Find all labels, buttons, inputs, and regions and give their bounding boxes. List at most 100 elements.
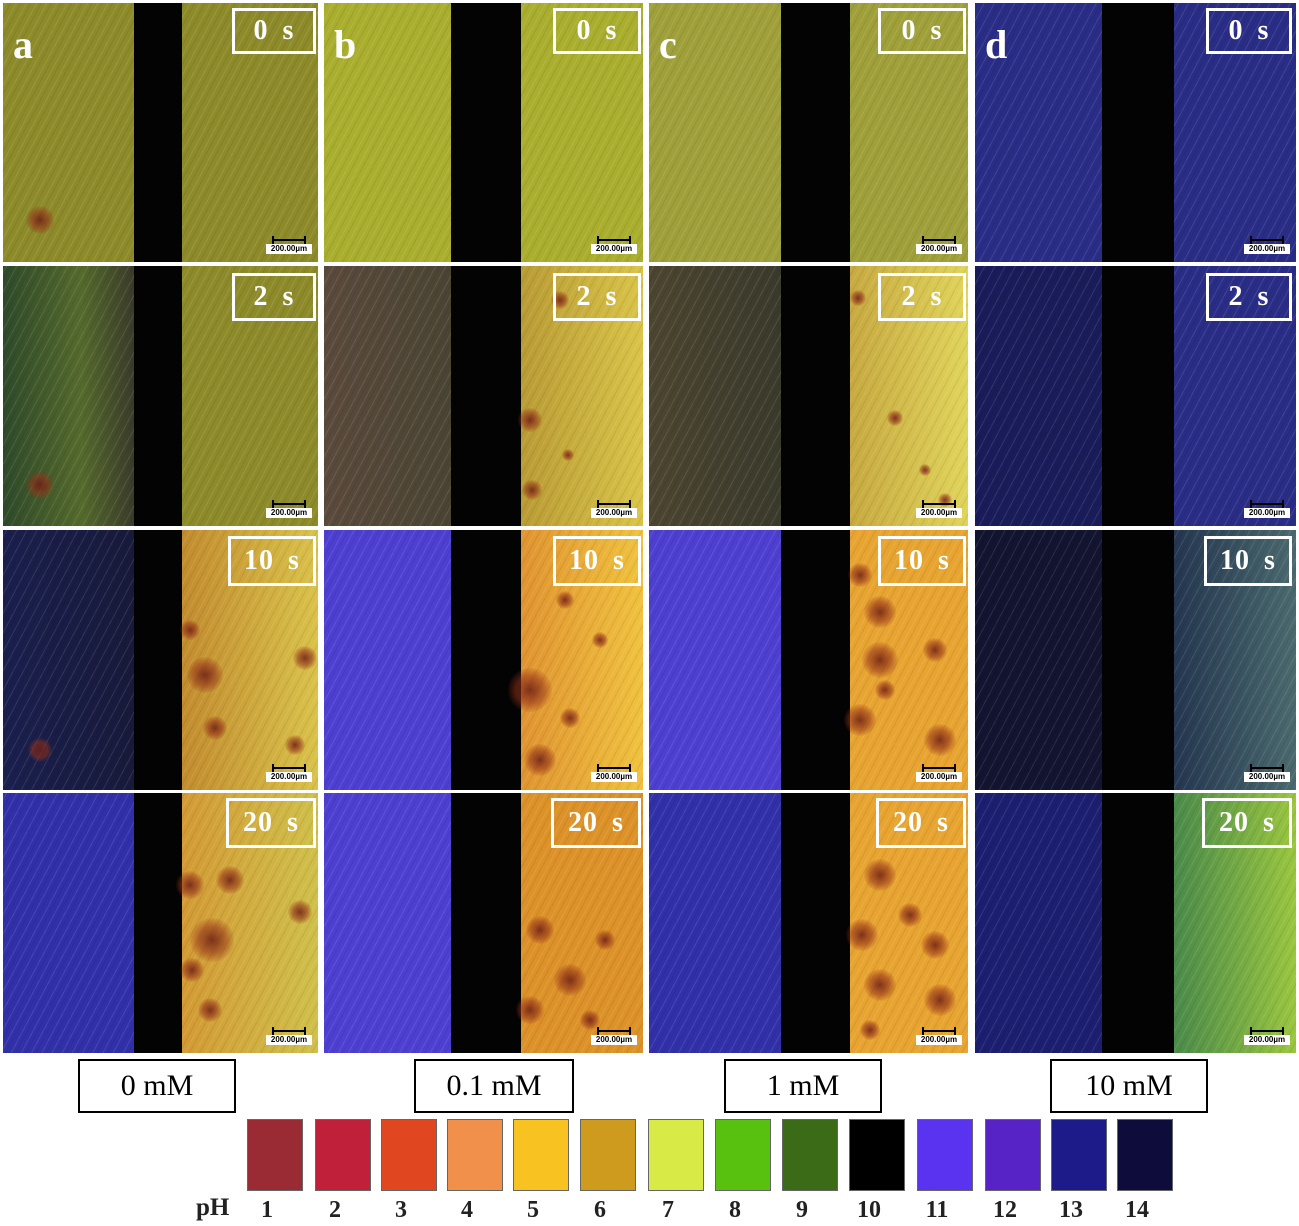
scale-bar-label: 200.00µm: [266, 244, 312, 254]
time-label: 2 s: [553, 273, 641, 321]
insulating-gap: [781, 530, 850, 790]
corrosion-spot: [560, 708, 580, 728]
time-label: 0 s: [1206, 8, 1292, 54]
micrograph-panel: 10 s 200.00µm: [3, 530, 318, 790]
ph-swatch: [513, 1119, 569, 1191]
time-label: 0 s: [878, 8, 966, 54]
corrosion-spot: [180, 620, 200, 640]
corrosion-spot: [850, 290, 866, 306]
cathode-region: [324, 530, 451, 790]
time-label: 20 s: [226, 798, 316, 848]
corrosion-spot: [848, 563, 872, 587]
corrosion-spot: [919, 464, 931, 476]
corrosion-spot: [592, 632, 608, 648]
corrosion-spot: [293, 646, 317, 670]
scale-bar-label: 200.00µm: [591, 1035, 637, 1045]
micrograph-panel: 20 s 200.00µm: [324, 793, 643, 1053]
corrosion-spot: [203, 716, 227, 740]
corrosion-spot: [516, 996, 544, 1024]
scale-bar: 200.00µm: [1244, 1027, 1290, 1045]
micrograph-panel: 0 s b 200.00µm: [324, 3, 643, 262]
insulating-gap: [451, 530, 521, 790]
corrosion-spot: [176, 871, 204, 899]
time-label: 2 s: [1206, 273, 1292, 321]
scale-bar-label: 200.00µm: [916, 772, 962, 782]
ph-value: 6: [594, 1197, 606, 1223]
micrograph-panel: 0 s d 200.00µm: [975, 3, 1296, 262]
corrosion-spot: [864, 969, 896, 1001]
ph-swatch: [1117, 1119, 1173, 1191]
cathode-region: [324, 3, 451, 262]
micrograph-panel: 10 s 200.00µm: [649, 530, 968, 790]
corrosion-spot: [190, 918, 234, 962]
ph-swatch: [1051, 1119, 1107, 1191]
micrograph-panel: 20 s 200.00µm: [975, 793, 1296, 1053]
insulating-gap: [134, 530, 182, 790]
corrosion-spot: [924, 984, 956, 1016]
scale-bar: 200.00µm: [916, 500, 962, 518]
insulating-gap: [1102, 3, 1174, 262]
insulating-gap: [451, 266, 521, 526]
panel-letter: b: [334, 22, 357, 67]
cathode-region: [975, 3, 1102, 262]
time-label: 10 s: [228, 536, 316, 586]
insulating-gap: [781, 793, 850, 1053]
ph-value: 11: [925, 1197, 949, 1223]
cathode-region: [649, 266, 781, 526]
corrosion-spot: [518, 408, 542, 432]
ph-value: 5: [527, 1197, 539, 1223]
micrograph-panel: 2 s 200.00µm: [649, 266, 968, 526]
corrosion-spot: [285, 735, 305, 755]
anode-region: [182, 266, 318, 526]
corrosion-spot: [898, 903, 922, 927]
micrograph-panel: 2 s 200.00µm: [975, 266, 1296, 526]
corrosion-spot: [526, 916, 554, 944]
corrosion-spot: [844, 704, 876, 736]
panel-letter: d: [985, 22, 1008, 67]
insulating-gap: [781, 266, 850, 526]
ph-value: 2: [329, 1197, 341, 1223]
concentration-label-10mm: 10 mM: [1050, 1059, 1208, 1113]
corrosion-spot: [524, 744, 556, 776]
scale-bar-label: 200.00µm: [591, 508, 637, 518]
corrosion-spot: [887, 410, 903, 426]
micrograph-panel: 0 s c 200.00µm: [649, 3, 968, 262]
ph-swatch: [381, 1119, 437, 1191]
anode-region: [1174, 266, 1296, 526]
insulating-gap: [134, 266, 182, 526]
scale-bar-label: 200.00µm: [266, 508, 312, 518]
concentration-label-0mm: 0 mM: [78, 1059, 236, 1113]
corrosion-spot: [198, 998, 222, 1022]
micrograph-panel: 2 s 200.00µm: [324, 266, 643, 526]
ph-value: 13: [1059, 1197, 1083, 1223]
anode-region: [1174, 530, 1296, 790]
corrosion-spot: [864, 596, 896, 628]
scale-bar: 200.00µm: [1244, 500, 1290, 518]
corrosion-spot: [180, 958, 204, 982]
ph-value: 14: [1125, 1197, 1149, 1223]
ph-value: 3: [395, 1197, 407, 1223]
panel-letter: c: [659, 22, 677, 67]
cathode-region: [649, 3, 781, 262]
scale-bar: 200.00µm: [266, 500, 312, 518]
anode-region: [850, 3, 968, 262]
concentration-label-1mm: 1 mM: [724, 1059, 882, 1113]
micrograph-panel: 2 s 200.00µm: [3, 266, 318, 526]
time-label: 20 s: [876, 798, 966, 848]
scale-bar-label: 200.00µm: [266, 772, 312, 782]
corrosion-spot: [28, 738, 52, 762]
cathode-region: [975, 530, 1102, 790]
ph-swatch: [782, 1119, 838, 1191]
micrograph-panel: 20 s 200.00µm: [649, 793, 968, 1053]
scale-bar: 200.00µm: [1244, 764, 1290, 782]
scale-bar-label: 200.00µm: [916, 1035, 962, 1045]
micrograph-panel: 10 s 200.00µm: [975, 530, 1296, 790]
time-label: 10 s: [1204, 536, 1292, 586]
corrosion-spot: [860, 1020, 880, 1040]
ph-value: 1: [261, 1197, 273, 1223]
ph-value: 7: [662, 1197, 674, 1223]
cathode-region: [649, 793, 781, 1053]
corrosion-spot: [923, 638, 947, 662]
scale-bar-label: 200.00µm: [1244, 772, 1290, 782]
cathode-region: [324, 793, 451, 1053]
